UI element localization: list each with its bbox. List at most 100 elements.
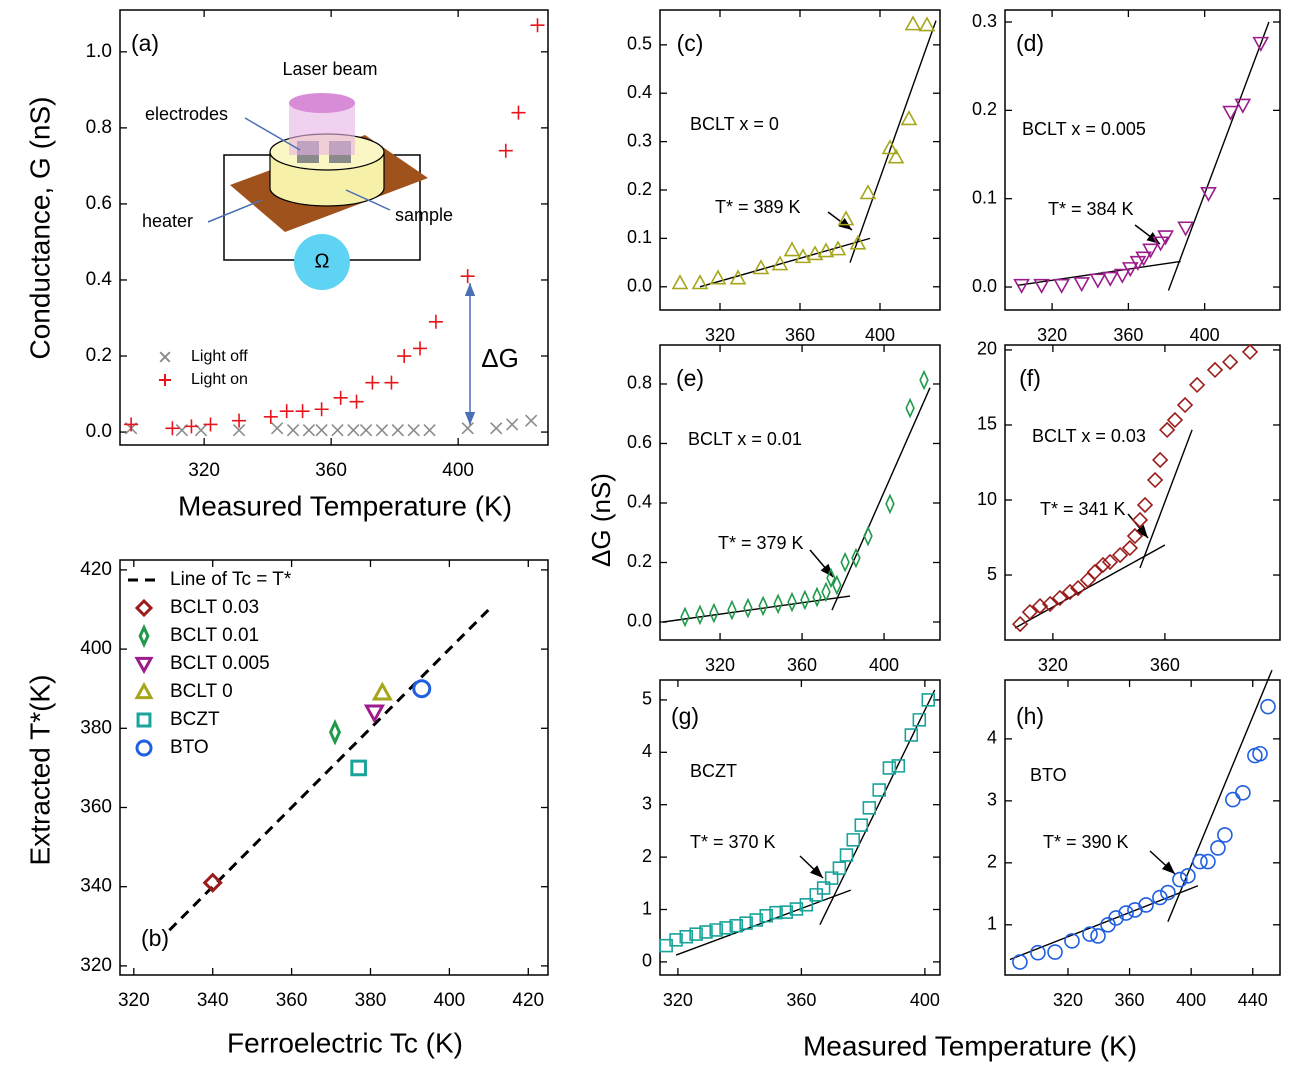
data-point (424, 425, 435, 436)
y-tick-label: 0.4 (86, 269, 113, 290)
data-point (1048, 945, 1062, 959)
data-point (1096, 558, 1110, 572)
fit-line (1010, 886, 1198, 960)
data-point (264, 410, 278, 424)
data-point (1065, 934, 1079, 948)
inset-label: Laser beam (282, 59, 377, 79)
y-tick-label: 1 (987, 914, 997, 934)
data-point (408, 425, 419, 436)
data-point (673, 276, 687, 289)
data-point (920, 372, 928, 389)
x-tick-label: 320 (705, 325, 735, 345)
data-point (1193, 855, 1207, 869)
data-point (1211, 841, 1225, 855)
x-tick-label: 360 (1115, 990, 1145, 1010)
fit-line (1168, 670, 1272, 922)
fit-line (1168, 22, 1269, 291)
y-tick-label: 360 (80, 797, 112, 818)
legend-label: BCZT (170, 709, 220, 730)
y-tick-label: 2 (642, 846, 652, 866)
data-point (847, 834, 859, 846)
plot-frame (1005, 10, 1280, 310)
data-point (1190, 378, 1204, 392)
fit-line (832, 388, 930, 610)
tstar-label: T* = 370 K (690, 832, 776, 852)
data-point (822, 584, 830, 601)
legend-swatch (138, 714, 150, 726)
data-point (184, 419, 198, 433)
data-point (920, 18, 934, 31)
data-point (332, 425, 343, 436)
tstar-label: T* = 389 K (715, 197, 801, 217)
plot-frame (1005, 680, 1280, 975)
data-point (124, 417, 138, 431)
y-tick-label: 0.6 (86, 193, 112, 214)
legend-swatch (137, 741, 151, 755)
data-point (1139, 898, 1153, 912)
legend-label: BCLT 0.03 (170, 597, 259, 618)
data-point (801, 592, 809, 609)
data-point (696, 606, 704, 623)
data-point (1055, 280, 1069, 293)
x-tick-label: 440 (1238, 990, 1268, 1010)
data-point (886, 495, 894, 512)
data-point (348, 425, 359, 436)
data-point (754, 261, 768, 274)
y-tick-label: 1 (642, 898, 652, 918)
data-point (906, 400, 914, 417)
y-tick-label: 320 (80, 955, 112, 976)
y-tick-label: 1.0 (86, 41, 112, 62)
data-point (499, 144, 513, 158)
fit-line (1018, 261, 1181, 285)
annotation: BCLT x = 0.01 (688, 429, 802, 449)
data-point (1148, 473, 1162, 487)
annotation: BTO (1030, 765, 1067, 785)
data-point (462, 423, 473, 434)
annotation: BCLT x = 0.03 (1032, 426, 1146, 446)
data-point (315, 402, 329, 416)
fit-line (850, 21, 936, 263)
panel-label: (a) (131, 30, 159, 56)
data-point (788, 594, 796, 611)
figure: 3203604000.00.20.40.60.81.0(a)Measured T… (0, 0, 1294, 1067)
inset-label: heater (142, 211, 193, 231)
data-point (1075, 278, 1089, 291)
tstar-label: T* = 379 K (718, 533, 804, 553)
y-tick-label: 0.0 (627, 611, 652, 631)
legend-swatch (159, 374, 171, 386)
data-point (841, 554, 849, 571)
laser-top (289, 93, 355, 113)
y-tick-label: 0.8 (86, 117, 112, 138)
data-point (352, 761, 366, 775)
data-point (852, 550, 860, 567)
data-point (303, 425, 314, 436)
y-tick-label: 0.5 (627, 34, 652, 54)
data-point (384, 376, 398, 390)
x-tick-label: 320 (705, 655, 735, 675)
data-point (1226, 793, 1240, 807)
y-tick-label: 0.0 (86, 421, 112, 442)
x-tick-label: 400 (442, 460, 474, 481)
data-point (374, 685, 390, 699)
data-point (744, 600, 752, 617)
tstar-label: T* = 390 K (1043, 832, 1129, 852)
inset-label: electrodes (145, 104, 228, 124)
data-point (1201, 855, 1215, 869)
data-point (785, 243, 799, 256)
x-tick-label: 360 (786, 990, 816, 1010)
y-tick-label: 3 (642, 793, 652, 813)
y-tick-label: 0.4 (627, 82, 652, 102)
y-tick-label: 15 (977, 414, 997, 434)
fit-line (1015, 545, 1165, 628)
x-tick-label: 360 (785, 325, 815, 345)
y-tick-label: 5 (642, 689, 652, 709)
y-tick-label: 10 (977, 489, 997, 509)
panel-label: (d) (1016, 30, 1044, 56)
data-point (376, 425, 387, 436)
panel-label: (h) (1016, 703, 1044, 729)
y-tick-label: 0.3 (972, 11, 997, 31)
x-tick-label: 320 (188, 460, 220, 481)
data-point (1013, 617, 1027, 631)
inset-label: Ω (315, 250, 330, 272)
data-point (681, 609, 689, 626)
